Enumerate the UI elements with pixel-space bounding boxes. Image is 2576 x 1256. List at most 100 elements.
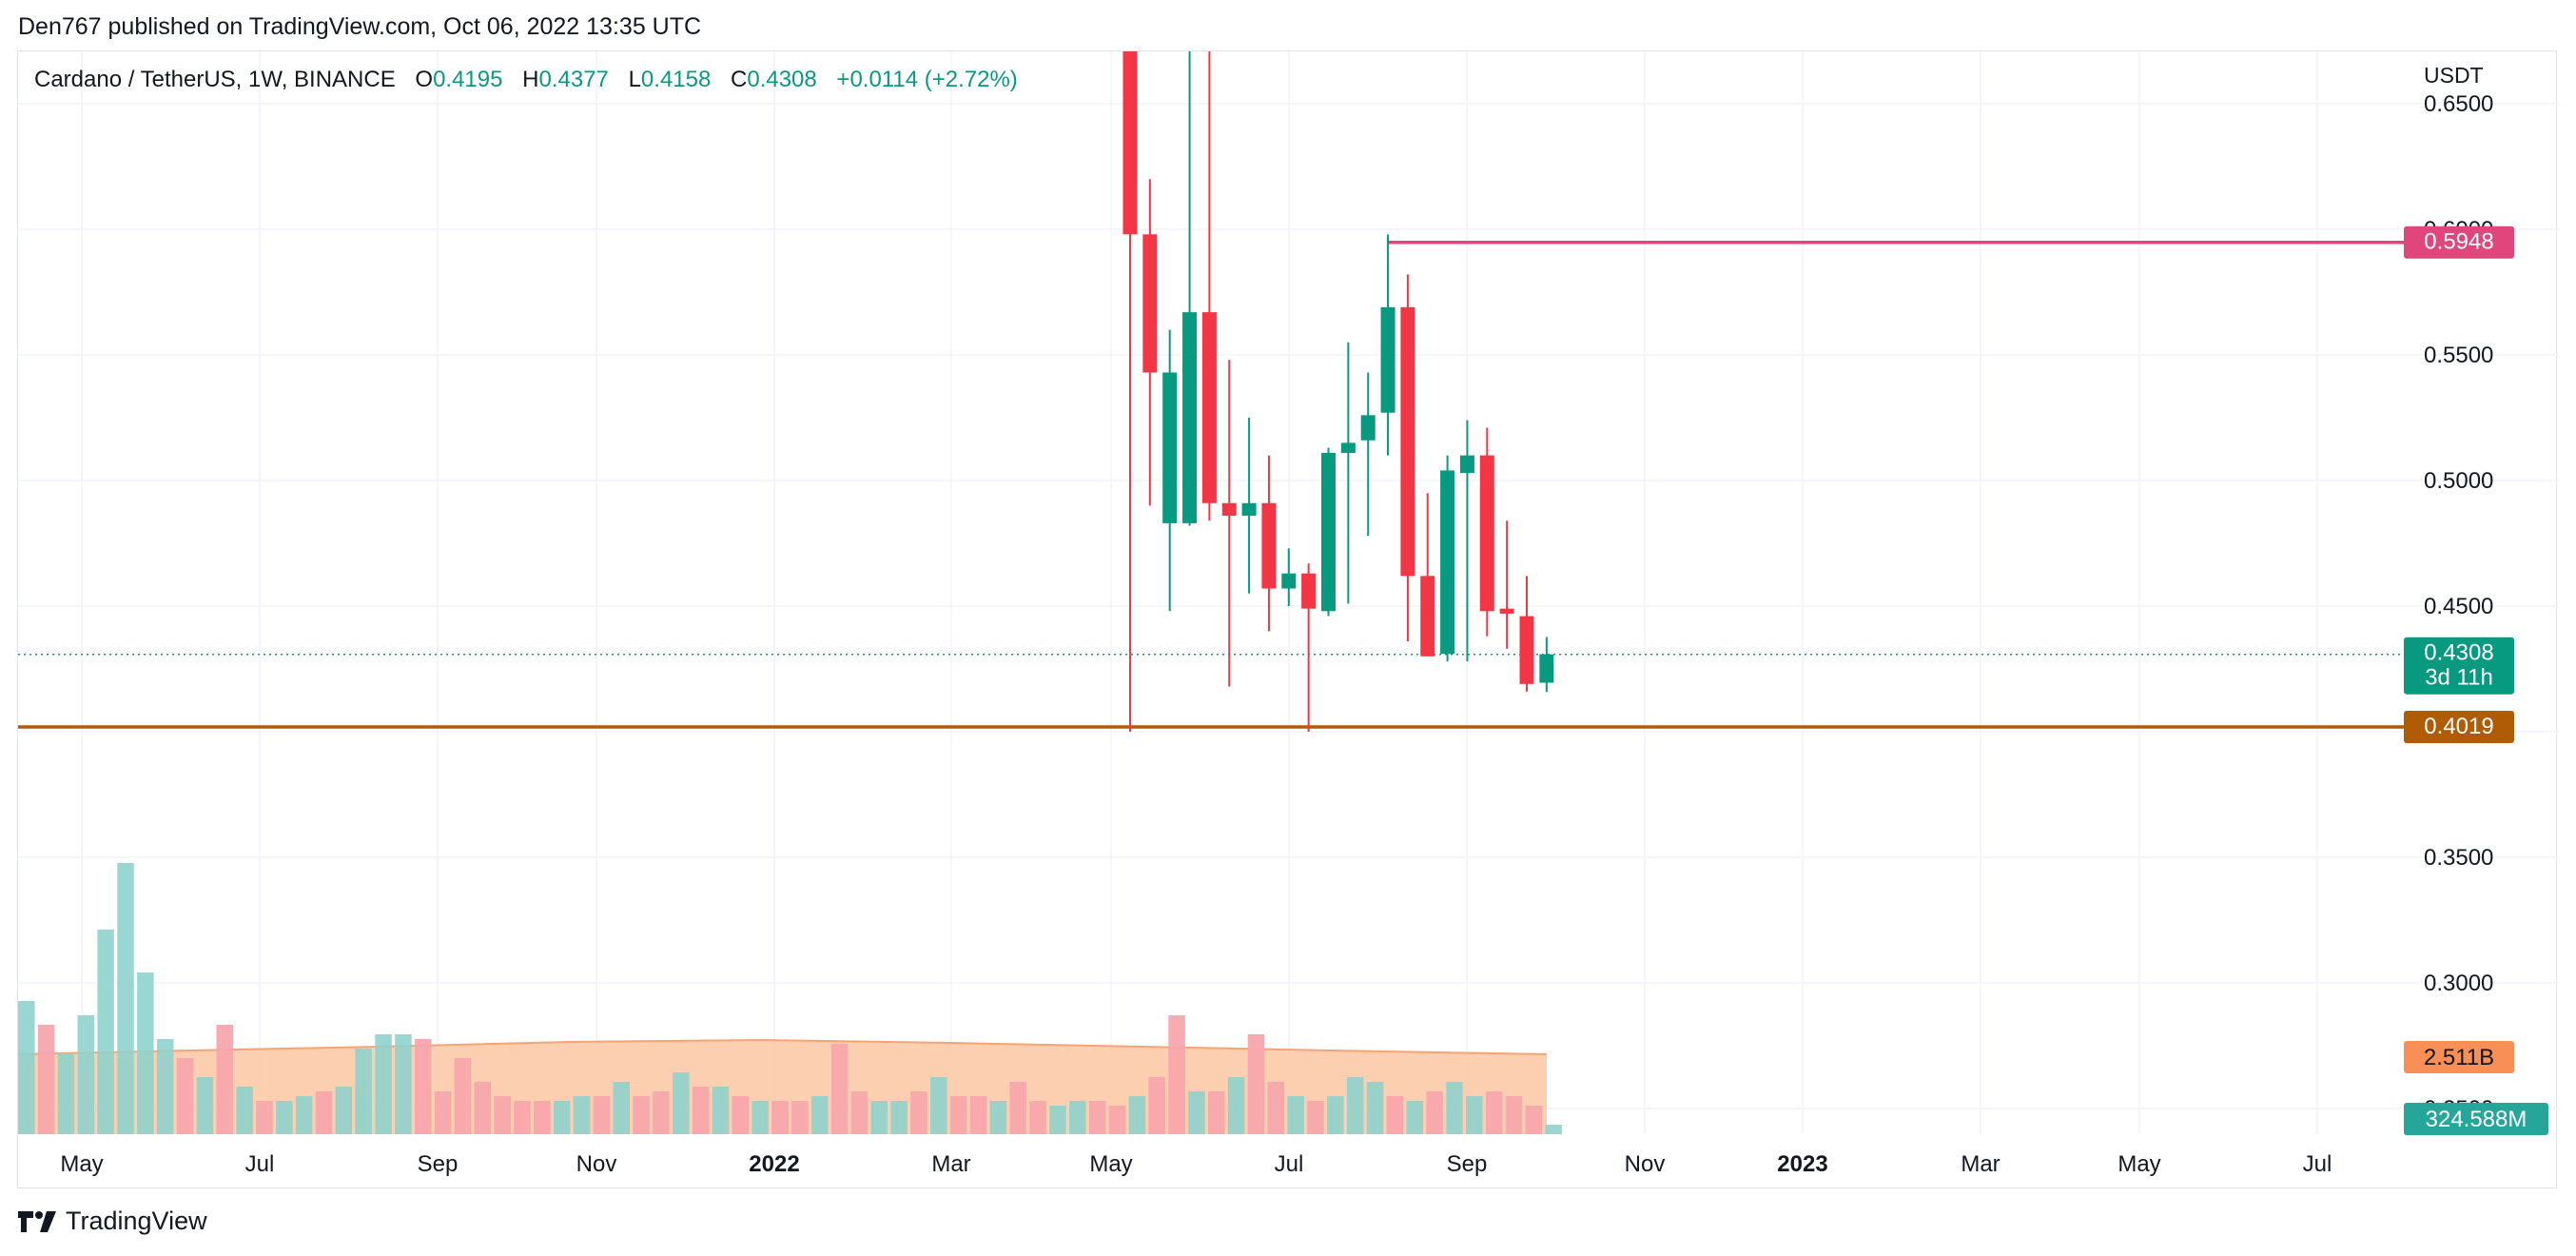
volume-bar (751, 1101, 769, 1134)
candle-down (1201, 312, 1217, 503)
candle-up (1340, 442, 1356, 453)
time-tick-label: Jul (2303, 1151, 2332, 1177)
candle-up (1360, 415, 1376, 441)
volume-bar (18, 1001, 35, 1134)
volume-bar (692, 1087, 710, 1134)
volume-bar (1446, 1082, 1463, 1134)
volume-bar (256, 1101, 273, 1134)
volume-bar (633, 1096, 650, 1134)
volume-badge-bg (2404, 1103, 2548, 1135)
volume-bar (77, 1015, 95, 1134)
volume-bar (732, 1096, 750, 1134)
volume-bar (613, 1082, 630, 1134)
volume-bar (1148, 1077, 1165, 1134)
volume-bar (315, 1091, 333, 1134)
resistance-badge-text: 0.5948 (2424, 229, 2493, 255)
volume-bar (1287, 1096, 1304, 1134)
volume-bar (712, 1087, 730, 1134)
candle-up (1380, 306, 1395, 413)
volume-bar (494, 1096, 511, 1134)
volume-ma-badge-text: 2.511B (2424, 1045, 2494, 1070)
price-tick-label: 0.5500 (2424, 343, 2493, 368)
time-tick-label: Jul (245, 1151, 275, 1177)
price-tick-label: 0.3000 (2424, 971, 2493, 996)
candle-up (1281, 573, 1297, 589)
candle-up (1539, 654, 1554, 683)
volume-bar (1088, 1101, 1106, 1134)
volume-bar (1466, 1096, 1483, 1134)
tradingview-brand[interactable]: TradingView (18, 1207, 207, 1236)
volume-bar (653, 1091, 670, 1134)
volume-bar (949, 1096, 967, 1134)
volume-bar (534, 1101, 551, 1134)
volume-bar (811, 1096, 829, 1134)
legend-change: +0.0114 (+2.72%) (836, 67, 1018, 92)
volume-bar (1406, 1101, 1423, 1134)
resistance-badge-bg (2404, 226, 2514, 259)
volume-bar (176, 1058, 194, 1134)
brand-text: TradingView (66, 1207, 207, 1235)
time-tick-label: Nov (1625, 1151, 1666, 1177)
volume-bar (1426, 1091, 1443, 1134)
volume-ma-badge-bg (2404, 1041, 2514, 1073)
volume-bar (850, 1091, 868, 1134)
volume-bar (1545, 1125, 1562, 1134)
candle-up (1321, 452, 1336, 612)
tradingview-logo-icon (18, 1210, 56, 1232)
candle-up (1241, 502, 1257, 516)
volume-bar (870, 1101, 888, 1134)
candle-down (1142, 234, 1158, 373)
candle-down (1301, 573, 1317, 609)
current-price-badge-text: 3d 11h (2425, 665, 2493, 691)
candle-down (1420, 576, 1435, 657)
volume-bar (196, 1077, 214, 1134)
support-badge-bg (2404, 710, 2514, 743)
price-tick-label: 0.4500 (2424, 594, 2493, 619)
legend-high-label: H (522, 67, 539, 92)
volume-bar (1108, 1106, 1126, 1134)
volume-bar (1386, 1096, 1404, 1134)
time-tick-label: 2022 (749, 1151, 799, 1177)
volume-bar (1009, 1082, 1026, 1134)
candle-down (1221, 502, 1237, 516)
volume-bar (593, 1096, 611, 1134)
candle-down (1400, 306, 1415, 577)
volume-bar (791, 1101, 809, 1134)
legend-open-label: O (415, 67, 434, 92)
volume-bar (335, 1087, 353, 1134)
legend-low-value: 0.4158 (640, 67, 712, 92)
volume-bar (375, 1034, 392, 1134)
volume-bar (1525, 1106, 1543, 1134)
volume-bar (1485, 1091, 1503, 1134)
volume-bar (553, 1101, 571, 1134)
support-badge-text: 0.4019 (2424, 714, 2493, 739)
volume-bar (1346, 1077, 1364, 1134)
volume-bar (1168, 1015, 1185, 1134)
volume-badge-text: 324.588M (2426, 1107, 2527, 1132)
price-axis-unit: USDT (2424, 63, 2484, 88)
volume-bar (1366, 1082, 1384, 1134)
volume-bar (1029, 1101, 1046, 1134)
volume-bar (37, 1025, 55, 1134)
publisher-line: Den767 published on TradingView.com, Oct… (18, 13, 702, 40)
volume-bar (890, 1101, 907, 1134)
volume-bar (97, 930, 114, 1134)
chart-frame (17, 50, 2557, 1188)
volume-bar (1247, 1034, 1265, 1134)
volume-bar (1505, 1096, 1523, 1134)
legend-symbol: Cardano / TetherUS, 1W, BINANCE (34, 67, 396, 92)
volume-bar (514, 1101, 531, 1134)
time-tick-label: May (2117, 1151, 2160, 1177)
candle-down (1499, 608, 1514, 614)
time-tick-label: Sep (1447, 1151, 1488, 1177)
volume-bar (57, 1053, 75, 1134)
legend-open-value: 0.4195 (433, 67, 503, 92)
volume-bar (355, 1049, 372, 1134)
legend-high-value: 0.4377 (538, 67, 609, 92)
candle-up (1182, 312, 1198, 523)
time-tick-label: 2023 (1777, 1151, 1827, 1177)
volume-ma-line (17, 1038, 1548, 1055)
legend-close-value: 0.4308 (747, 67, 817, 92)
volume-bar (573, 1096, 591, 1134)
